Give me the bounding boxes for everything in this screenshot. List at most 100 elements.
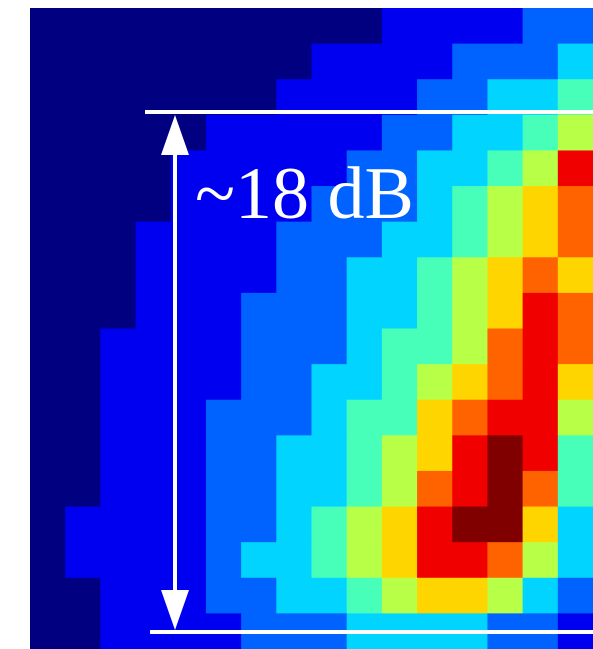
heatmap-cell xyxy=(417,114,453,151)
heatmap-cell xyxy=(417,186,453,223)
heatmap-cell xyxy=(100,292,137,329)
heatmap-cell xyxy=(522,292,559,329)
heatmap-cell xyxy=(65,79,101,116)
heatmap-cell xyxy=(487,470,524,508)
heatmap-cell xyxy=(557,435,593,472)
heatmap-cell xyxy=(557,150,593,187)
heatmap-cell xyxy=(557,186,593,223)
heatmap-cell xyxy=(100,435,137,472)
heatmap-cell xyxy=(487,150,524,187)
heatmap-cell xyxy=(346,114,383,151)
heatmap-cell xyxy=(557,577,593,614)
heatmap-cell xyxy=(311,470,348,508)
heatmap-cell xyxy=(100,257,137,294)
heatmap-cell xyxy=(487,221,524,258)
heatmap-cell xyxy=(522,43,559,80)
heatmap-cell xyxy=(135,150,172,187)
heatmap-cell xyxy=(522,506,559,543)
heatmap-cell xyxy=(65,399,101,436)
heatmap-cell xyxy=(65,435,101,472)
heatmap-cell xyxy=(135,79,172,116)
heatmap-cell xyxy=(241,43,277,80)
heatmap-cell xyxy=(417,79,453,116)
heatmap-cell xyxy=(205,186,242,223)
heatmap-cell xyxy=(30,613,66,649)
heatmap-cell xyxy=(135,399,172,436)
heatmap-cell xyxy=(100,8,137,45)
heatmap-cell xyxy=(100,506,137,543)
heatmap-cell xyxy=(30,186,66,223)
heatmap-cell xyxy=(276,8,312,45)
heatmap-cell xyxy=(205,542,242,579)
heatmap-cell xyxy=(452,577,488,614)
heatmap-cell xyxy=(65,328,101,365)
heatmap-cell xyxy=(346,292,383,329)
heatmap-cell xyxy=(205,577,242,614)
heatmap-cell xyxy=(241,114,277,151)
heatmap-cell xyxy=(65,506,101,543)
heatmap-cell xyxy=(276,506,312,543)
heatmap-cell xyxy=(452,435,488,472)
heatmap-cell xyxy=(487,506,524,543)
heatmap-cell xyxy=(381,328,418,365)
heatmap-cell xyxy=(30,150,66,187)
heatmap-cell xyxy=(241,8,277,45)
heatmap-cell xyxy=(276,328,312,365)
heatmap-cell xyxy=(487,542,524,579)
heatmap-cell xyxy=(417,435,453,472)
heatmap-cell xyxy=(557,257,593,294)
heatmap-cell xyxy=(65,186,101,223)
heatmap-cell xyxy=(417,364,453,401)
heatmap-cell xyxy=(135,328,172,365)
heatmap-cell xyxy=(276,577,312,614)
heatmap-cell xyxy=(557,470,593,508)
heatmap-cell xyxy=(452,8,488,45)
heatmap-cell xyxy=(381,399,418,436)
heatmap-cell xyxy=(65,292,101,329)
heatmap-cell xyxy=(487,577,524,614)
heatmap-cell xyxy=(100,114,137,151)
heatmap-cell xyxy=(135,364,172,401)
heatmap-cell xyxy=(452,292,488,329)
heatmap-cell xyxy=(417,150,453,187)
heatmap-cell xyxy=(30,470,66,508)
heatmap-cell xyxy=(100,364,137,401)
heatmap-cell xyxy=(241,577,277,614)
heatmap-cell xyxy=(205,470,242,508)
heatmap-cell xyxy=(417,506,453,543)
heatmap-cell xyxy=(557,364,593,401)
heatmap-cell xyxy=(30,435,66,472)
heatmap-cell xyxy=(100,43,137,80)
heatmap-cell xyxy=(30,221,66,258)
heatmap-cell xyxy=(135,542,172,579)
heatmap-cell xyxy=(100,542,137,579)
heatmap-cell xyxy=(487,364,524,401)
heatmap-cell xyxy=(30,114,66,151)
heatmap-cell xyxy=(522,470,559,508)
heatmap-cell xyxy=(311,186,348,223)
heatmap-cell xyxy=(417,257,453,294)
heatmap-cell xyxy=(557,8,593,45)
heatmap-cell xyxy=(135,470,172,508)
heatmap-cell xyxy=(100,613,137,649)
heatmap-cell xyxy=(205,79,242,116)
heatmap-cell xyxy=(65,542,101,579)
heatmap-cell xyxy=(311,8,348,45)
heatmap-cell xyxy=(65,221,101,258)
heatmap-cell xyxy=(241,542,277,579)
heatmap-cell xyxy=(557,43,593,80)
heatmap-cell xyxy=(241,506,277,543)
heatmap-cell xyxy=(452,186,488,223)
heatmap-cell xyxy=(487,399,524,436)
heatmap-cell xyxy=(487,186,524,223)
heatmap-cell xyxy=(346,8,383,45)
heatmap-cell xyxy=(205,292,242,329)
heatmap-cell xyxy=(276,435,312,472)
heatmap-cell xyxy=(346,257,383,294)
heatmap-cell xyxy=(522,542,559,579)
heatmap-cell xyxy=(381,542,418,579)
heatmap-cell xyxy=(205,506,242,543)
heatmap-cell xyxy=(100,79,137,116)
heatmap-cell xyxy=(381,506,418,543)
heatmap-cell xyxy=(522,79,559,116)
